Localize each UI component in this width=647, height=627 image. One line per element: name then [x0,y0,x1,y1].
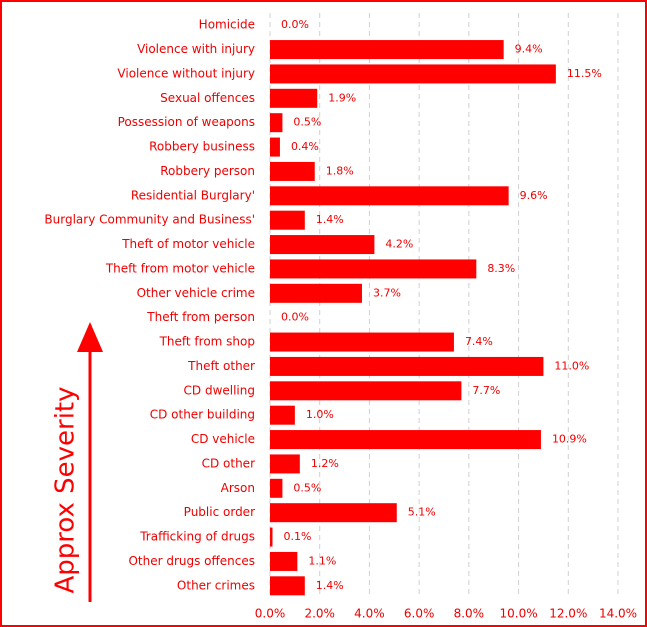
y-tick-label: Theft of motor vehicle [121,237,255,251]
value-label: 7.7% [472,384,500,397]
value-label: 1.2% [311,457,339,470]
y-tick-label: Violence without injury [117,66,255,80]
bar [270,235,375,255]
bar [270,332,454,352]
value-label: 0.0% [281,311,309,324]
y-tick-label: Other crimes [177,578,255,592]
y-tick-label: Sexual offences [160,91,255,105]
bar [270,137,280,157]
value-label: 0.5% [293,116,321,129]
value-label: 0.0% [281,18,309,31]
bar [270,478,283,498]
bar [270,259,477,279]
y-tick-label: Theft other [187,359,255,373]
bar [270,283,362,303]
value-label: 1.9% [328,91,356,104]
bar [270,356,544,376]
x-tick-label: 2.0% [304,607,335,621]
y-tick-label: CD other building [150,408,255,422]
bar [270,405,295,425]
y-tick-label: Theft from person [146,310,255,324]
x-tick-label: 6.0% [404,607,435,621]
y-tick-label: Theft from shop [159,335,255,349]
y-tick-label: CD dwelling [184,383,255,397]
value-label: 10.9% [552,433,587,446]
y-tick-label: Other vehicle crime [137,286,255,300]
bar [270,64,556,84]
bar [270,576,305,596]
value-label: 9.6% [520,189,548,202]
x-tick-label: 10.0% [500,607,538,621]
x-tick-label: 0.0% [255,607,286,621]
bar [270,40,504,60]
y-tick-label: Robbery person [160,164,255,178]
y-tick-label: Public order [184,505,255,519]
y-tick-label: Other drugs offences [128,554,255,568]
bar [270,210,305,230]
bar [270,113,283,133]
value-label: 9.4% [515,43,543,56]
value-label: 7.4% [465,335,493,348]
bar [270,161,315,181]
value-label: 1.4% [316,213,344,226]
value-label: 5.1% [408,506,436,519]
bar [270,551,298,571]
value-label: 1.4% [316,579,344,592]
value-label: 11.5% [567,67,602,80]
y-tick-label: Arson [221,481,255,495]
y-tick-label: Theft from motor vehicle [105,261,255,275]
y-tick-label: CD vehicle [191,432,255,446]
x-tick-label: 14.0% [599,607,637,621]
bar [270,503,397,523]
value-label: 3.7% [373,286,401,299]
x-tick-label: 4.0% [354,607,385,621]
value-label: 8.3% [487,262,515,275]
bar [270,88,318,108]
value-label: 11.0% [554,359,589,372]
y-tick-label: Burglary Community and Business' [44,213,255,227]
y-tick-label: Violence with injury [137,42,255,56]
y-tick-label: Robbery business [149,140,255,154]
bar [270,186,509,206]
value-label: 1.8% [326,164,354,177]
x-tick-label: 12.0% [549,607,587,621]
y-tick-label: Homicide [199,18,255,32]
value-label: 0.4% [291,140,319,153]
value-label: 4.2% [385,238,413,251]
y-tick-label: Trafficking of drugs [139,530,255,544]
bar [270,454,300,474]
value-label: 0.1% [283,530,311,543]
arrow-head [77,322,103,352]
y-tick-label: Possession of weapons [118,115,255,129]
x-tick-label: 8.0% [454,607,485,621]
value-label: 0.5% [293,481,321,494]
bar [270,381,462,401]
value-label: 1.0% [306,408,334,421]
annotation: Approx Severity [51,386,81,593]
bar [270,527,273,547]
y-tick-label: CD other [202,456,255,470]
bar [270,430,541,450]
value-label: 1.1% [308,554,336,567]
y-tick-label: Residential Burglary' [131,188,255,202]
